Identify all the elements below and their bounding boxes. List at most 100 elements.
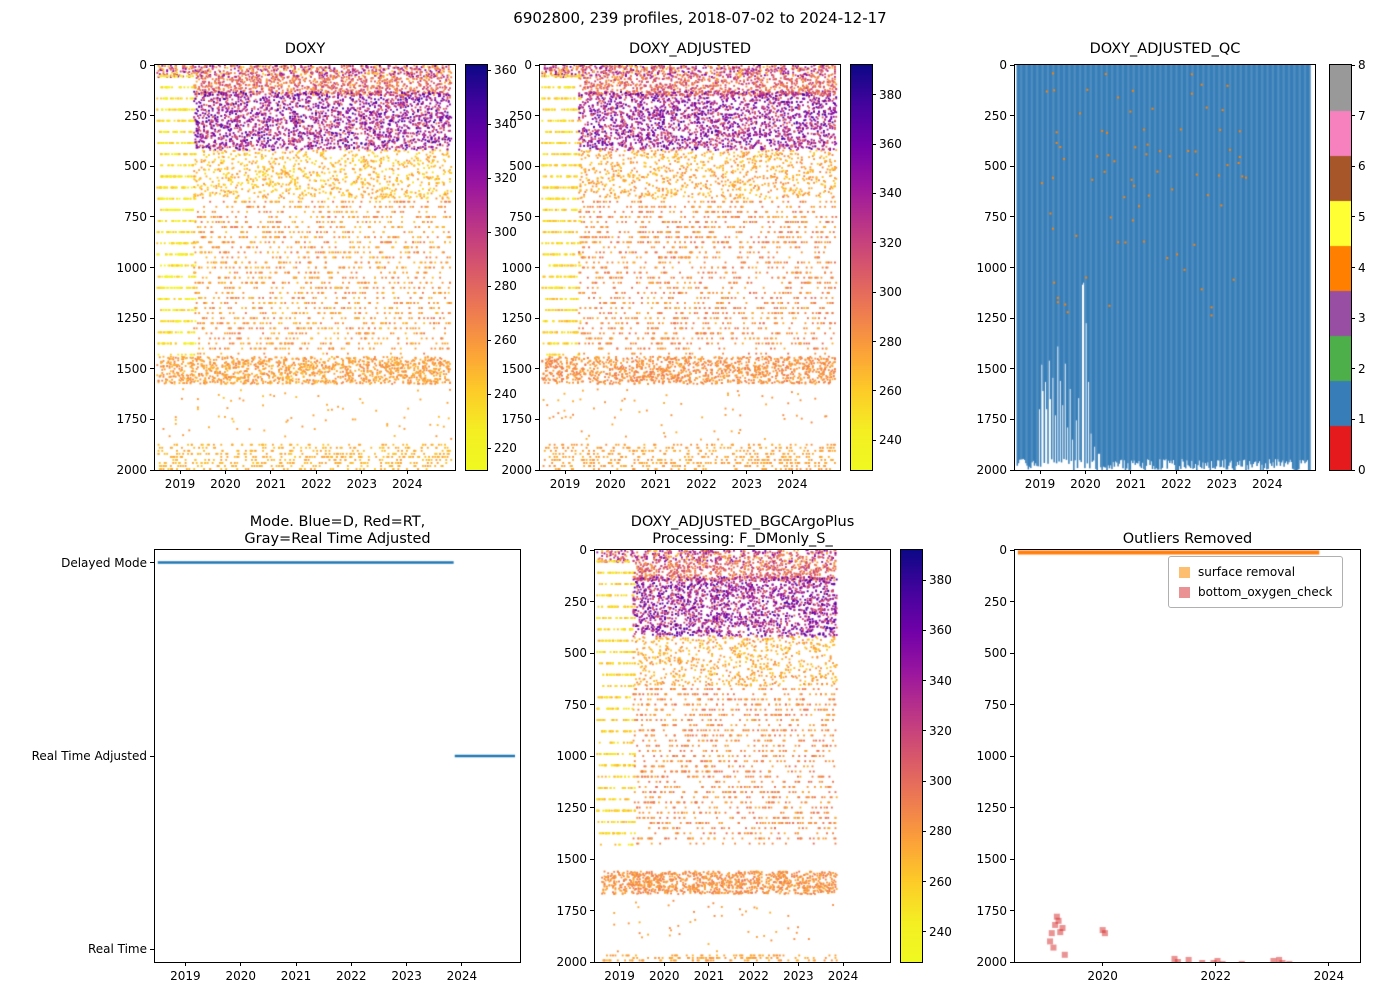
x-tick	[619, 962, 621, 966]
colorbar-tick	[872, 439, 876, 441]
y-tick-label: 750	[984, 697, 1007, 712]
colorbar-tick	[487, 231, 491, 233]
y-tick-label: 500	[509, 159, 532, 174]
colorbar-tick	[922, 830, 926, 832]
colorbar-tick-label: 2	[1358, 361, 1366, 376]
y-tick	[535, 216, 539, 218]
y-tick	[1010, 267, 1014, 268]
y-tick-label: 0	[999, 58, 1007, 72]
y-tick	[535, 317, 539, 319]
y-tick-label: 1500	[976, 361, 1007, 376]
y-tick	[1010, 755, 1014, 757]
colorbar-tick-label: 320	[929, 723, 952, 738]
x-tick	[361, 470, 363, 474]
x-tick	[1175, 470, 1177, 474]
mode-title-line1: Mode. Blue=D, Red=RT,	[249, 514, 426, 530]
y-tick-label: 750	[124, 209, 147, 224]
y-tick-label: 0	[139, 58, 147, 72]
y-tick	[1010, 910, 1014, 911]
x-tick	[1266, 470, 1268, 474]
x-tick-label: 2023	[346, 477, 378, 491]
y-tick	[535, 165, 539, 167]
x-tick	[295, 962, 297, 966]
y-tick	[150, 948, 154, 950]
y-tick	[590, 807, 594, 808]
x-tick	[708, 962, 710, 966]
colorbar-tick-label: 340	[879, 186, 902, 201]
x-tick	[700, 470, 702, 474]
y-tick-label: 500	[984, 646, 1007, 660]
y-tick	[535, 115, 539, 117]
colorbar-tick	[487, 123, 491, 125]
colorbar-tick	[922, 579, 926, 581]
x-tick	[564, 470, 566, 474]
y-tick	[1010, 165, 1014, 167]
colorbar-tick	[922, 780, 926, 782]
y-tick-label: 500	[124, 159, 147, 174]
x-tick-label: 2022	[1200, 969, 1232, 983]
doxy_adjusted-plot-canvas	[540, 65, 840, 470]
y-tick	[150, 562, 154, 564]
x-tick-label: 2022	[301, 477, 332, 491]
colorbar-tick-label: 8	[1358, 58, 1366, 72]
y-tick	[150, 64, 154, 66]
colorbar-tick-label: 300	[494, 225, 517, 240]
y-tick	[150, 216, 154, 218]
y-tick	[150, 115, 154, 117]
x-tick	[791, 470, 793, 474]
mode-plot-canvas	[155, 550, 520, 962]
x-tick	[663, 962, 665, 966]
colorbar-tick-label: 5	[1358, 209, 1366, 224]
colorbar-tick-label: 360	[494, 63, 517, 78]
colorbar-tick-label: 0	[1358, 463, 1366, 477]
y-tick-label: 250	[984, 108, 1007, 123]
x-tick-label: 2020	[225, 969, 256, 983]
y-tick	[1010, 961, 1014, 963]
x-tick	[240, 962, 242, 966]
y-tick	[1010, 115, 1014, 117]
colorbar-tick	[872, 242, 876, 244]
doxy-adjusted-qc-title: DOXY_ADJUSTED_QC	[1089, 41, 1241, 57]
x-tick-label: 2021	[640, 477, 672, 491]
doxy-adjusted-qc-axes	[1014, 64, 1316, 471]
x-tick	[184, 962, 186, 966]
bgc-title-line1: DOXY_ADJUSTED_BGCArgoPlus	[630, 514, 855, 530]
y-tick-label: 1750	[556, 903, 587, 918]
x-tick-label: 2020	[595, 477, 626, 491]
y-tick	[150, 418, 154, 420]
doxy_adjusted_bgcargoplus-colorbar-canvas	[901, 550, 922, 962]
y-tick	[590, 858, 594, 860]
y-tick	[150, 267, 154, 268]
y-tick-label: 750	[984, 209, 1007, 224]
mode-category-label: Delayed Mode	[61, 555, 147, 570]
colorbar-tick-label: 300	[929, 774, 952, 789]
x-tick-label: 2022	[738, 969, 769, 983]
y-tick-label: 0	[524, 58, 532, 72]
doxy-axes	[154, 64, 456, 471]
bgc-title-line2: Processing: F_DMonly_S_	[652, 531, 833, 547]
x-tick-label: 2023	[783, 969, 814, 983]
surface-removal-marker-icon	[1179, 566, 1190, 578]
mode-axes	[154, 549, 521, 963]
y-tick-label: 1250	[976, 311, 1007, 326]
y-tick	[590, 652, 594, 654]
y-tick-label: 1500	[976, 852, 1007, 866]
colorbar-doxy	[465, 64, 488, 471]
colorbar-tick	[487, 339, 491, 341]
colorbar-tick-label: 240	[494, 387, 517, 402]
x-tick	[1328, 962, 1330, 966]
x-tick-label: 2020	[210, 477, 241, 491]
y-tick	[535, 64, 539, 66]
colorbar-tick-label: 340	[494, 117, 517, 132]
x-tick-label: 2019	[549, 477, 581, 491]
colorbar-tick-label: 240	[879, 433, 902, 448]
colorbar-tick-label: 260	[929, 874, 952, 889]
x-tick	[746, 470, 748, 474]
colorbar-tick-label: 360	[879, 137, 902, 152]
colorbar-tick	[1351, 469, 1355, 471]
y-tick	[1010, 216, 1014, 218]
x-tick	[406, 470, 408, 474]
x-tick-label: 2019	[1024, 477, 1056, 491]
colorbar-tick	[487, 393, 491, 395]
